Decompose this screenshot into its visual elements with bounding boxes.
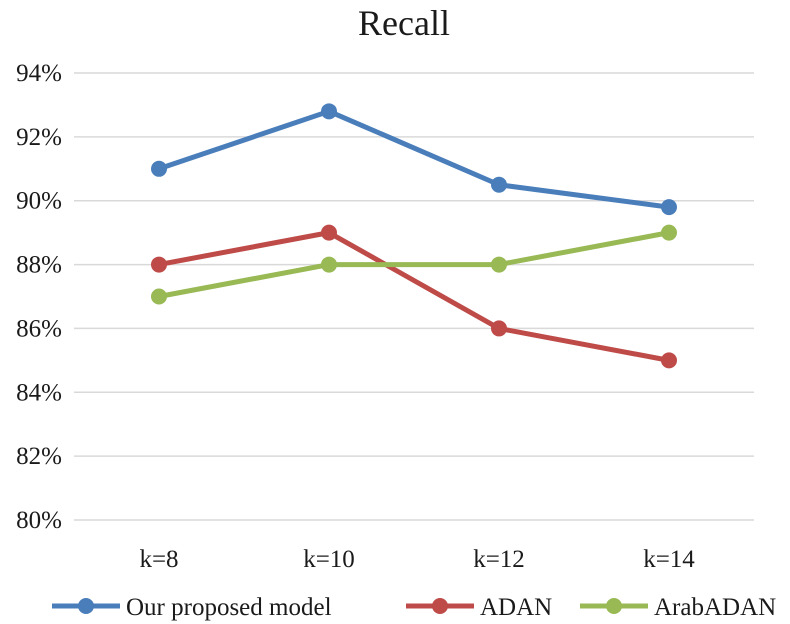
y-axis-ticks: 80% 82% 84% 86% 88% 90% 92% 94% bbox=[16, 60, 62, 534]
series-1 bbox=[151, 224, 677, 369]
legend-item: Our proposed model bbox=[52, 594, 332, 621]
legend: Our proposed model ADAN ArabADAN bbox=[52, 594, 776, 621]
legend-item: ADAN bbox=[406, 594, 552, 621]
legend-marker-icon bbox=[606, 598, 622, 614]
data-point bbox=[151, 288, 167, 305]
data-point bbox=[661, 199, 677, 216]
x-tick-label: k=8 bbox=[139, 546, 178, 573]
x-tick-label: k=12 bbox=[473, 546, 525, 573]
y-tick-label: 88% bbox=[16, 252, 62, 279]
y-tick-label: 92% bbox=[16, 124, 62, 151]
data-point bbox=[151, 256, 167, 273]
data-point bbox=[661, 352, 677, 369]
data-point bbox=[151, 160, 167, 177]
legend-label: Our proposed model bbox=[126, 594, 332, 621]
data-point bbox=[321, 256, 337, 273]
series-2 bbox=[151, 224, 677, 305]
series-line bbox=[156, 230, 672, 299]
y-tick-label: 80% bbox=[16, 507, 62, 534]
chart-title: Recall bbox=[358, 3, 450, 43]
series-lines bbox=[151, 103, 677, 369]
data-point bbox=[661, 224, 677, 241]
x-tick-label: k=14 bbox=[643, 546, 695, 573]
data-point bbox=[321, 224, 337, 241]
y-tick-label: 90% bbox=[16, 188, 62, 215]
legend-marker-icon bbox=[432, 598, 448, 614]
gridlines bbox=[74, 72, 754, 521]
legend-item: ArabADAN bbox=[580, 594, 776, 621]
data-point bbox=[491, 176, 507, 193]
y-tick-label: 86% bbox=[16, 315, 62, 342]
legend-label: ADAN bbox=[480, 594, 552, 621]
series-0 bbox=[151, 103, 677, 216]
y-tick-label: 84% bbox=[16, 379, 62, 406]
series-line bbox=[156, 108, 672, 210]
legend-marker-icon bbox=[78, 598, 94, 614]
series-line bbox=[156, 230, 672, 363]
y-tick-label: 94% bbox=[16, 60, 62, 87]
legend-label: ArabADAN bbox=[654, 594, 776, 621]
y-tick-label: 82% bbox=[16, 443, 62, 470]
data-point bbox=[491, 320, 507, 337]
x-axis-ticks: k=8 k=10 k=12 k=14 bbox=[139, 546, 695, 573]
data-point bbox=[491, 256, 507, 273]
data-point bbox=[321, 103, 337, 120]
x-tick-label: k=10 bbox=[303, 546, 355, 573]
